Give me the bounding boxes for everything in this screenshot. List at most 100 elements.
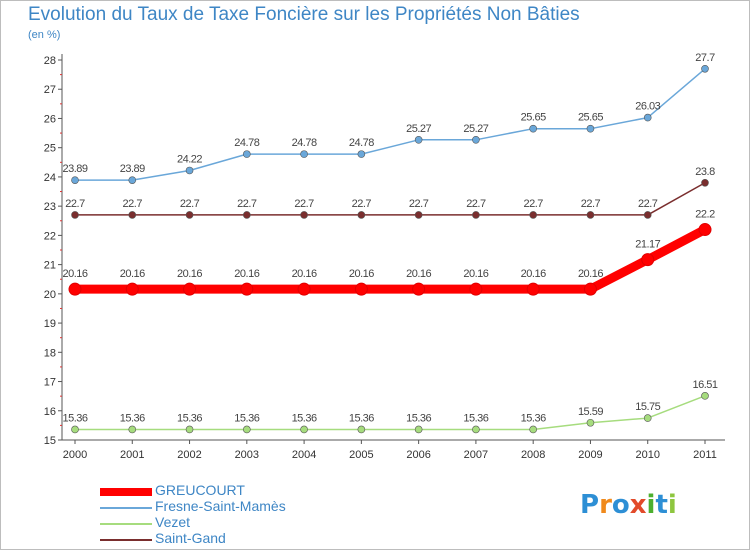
data-point [701,392,709,400]
data-label: 15.36 [62,412,87,424]
y-tick-label: 17 [44,377,56,389]
data-point [472,425,480,434]
data-point [125,282,139,296]
data-label: 23.89 [62,163,87,175]
data-label: 24.22 [177,153,202,165]
data-label: 20.16 [349,268,374,280]
data-point [128,176,137,184]
legend-label-saint-gand: Saint-Gand [155,530,226,546]
logo-letter: o [611,490,630,520]
data-label: 15.75 [635,401,660,413]
data-label: 15.36 [234,412,259,424]
logo-letter: i [667,490,677,520]
data-label: 25.65 [578,112,603,124]
data-point [701,178,709,187]
data-point [243,211,251,219]
data-point [529,425,537,434]
data-point [643,414,652,422]
data-point [583,282,597,296]
y-tick-label: 27 [44,84,56,96]
data-point [185,166,194,175]
data-point [529,211,537,219]
data-point [357,425,366,434]
x-tick-label: 2004 [292,449,316,461]
data-point [529,124,537,133]
data-label: 24.78 [234,137,259,149]
data-label: 20.16 [292,268,317,280]
data-point [641,253,655,267]
data-label: 26.03 [635,101,660,113]
data-label: 15.36 [463,412,488,424]
data-label: 20.16 [578,268,603,280]
data-point [183,282,197,296]
chart-title: Evolution du Taux de Taxe Foncière sur l… [28,4,580,25]
data-label: 20.16 [120,268,145,280]
data-label: 15.36 [292,412,317,424]
data-point [469,282,483,296]
data-point [357,150,366,158]
data-label: 23.8 [695,166,715,178]
data-label: 22.7 [180,198,200,210]
series-line [74,395,706,431]
data-label: 15.36 [120,412,145,424]
data-point [128,211,137,219]
data-point [526,282,540,296]
y-tick-label: 24 [44,172,56,184]
series-line [74,68,706,181]
y-tick-label: 15 [44,435,56,447]
data-label: 24.78 [349,137,374,149]
data-label: 22.7 [65,198,85,210]
data-point [357,211,366,219]
y-tick-label: 18 [44,347,56,359]
x-tick-label: 2002 [177,449,201,461]
data-label: 22.7 [581,198,601,210]
data-point [128,425,137,434]
data-point [698,223,712,237]
data-point [300,425,308,434]
logo-letter: P [580,490,600,520]
x-tick-label: 2001 [120,449,144,461]
legend-label-vezet: Vezet [155,514,191,530]
data-label: 16.51 [692,379,717,391]
data-label: 27.7 [695,52,715,64]
legend-swatch-fresne-saint-mames [100,507,152,509]
x-tick-label: 2011 [693,449,717,461]
data-label: 15.36 [177,412,202,424]
series-line [70,225,710,294]
data-label: 20.16 [406,268,431,280]
data-label: 20.16 [463,268,488,280]
x-tick-label: 2003 [235,449,259,461]
logo-letter: r [599,490,612,520]
logo-letter: x [629,490,647,520]
data-point [586,124,595,133]
legend-swatch-vezet [100,523,152,525]
y-tick-label: 23 [44,201,56,213]
data-label: 25.27 [463,123,488,135]
proxiti-logo: Proxiti [580,490,677,520]
data-point [71,176,79,184]
y-tick-label: 22 [44,230,56,242]
legend-label-greucourt: GREUCOURT [155,482,245,498]
data-label: 20.16 [521,268,546,280]
data-point [701,64,709,73]
series-line [74,182,706,216]
data-label: 15.59 [578,406,603,418]
data-label: 15.36 [406,412,431,424]
data-label: 24.78 [292,137,317,149]
data-label: 22.7 [294,198,314,210]
data-point [354,282,368,296]
y-tick-label: 21 [44,260,56,272]
data-point [586,418,595,427]
data-label: 25.27 [406,123,431,135]
data-point [414,136,423,144]
data-label: 23.89 [120,163,145,175]
y-tick-label: 19 [44,318,56,330]
data-point [472,211,480,219]
data-point [472,136,480,144]
data-point [243,150,251,158]
data-label: 25.65 [521,112,546,124]
data-label: 20.16 [234,268,259,280]
x-tick-label: 2006 [406,449,430,461]
y-axis-unit: (en %) [28,29,61,41]
